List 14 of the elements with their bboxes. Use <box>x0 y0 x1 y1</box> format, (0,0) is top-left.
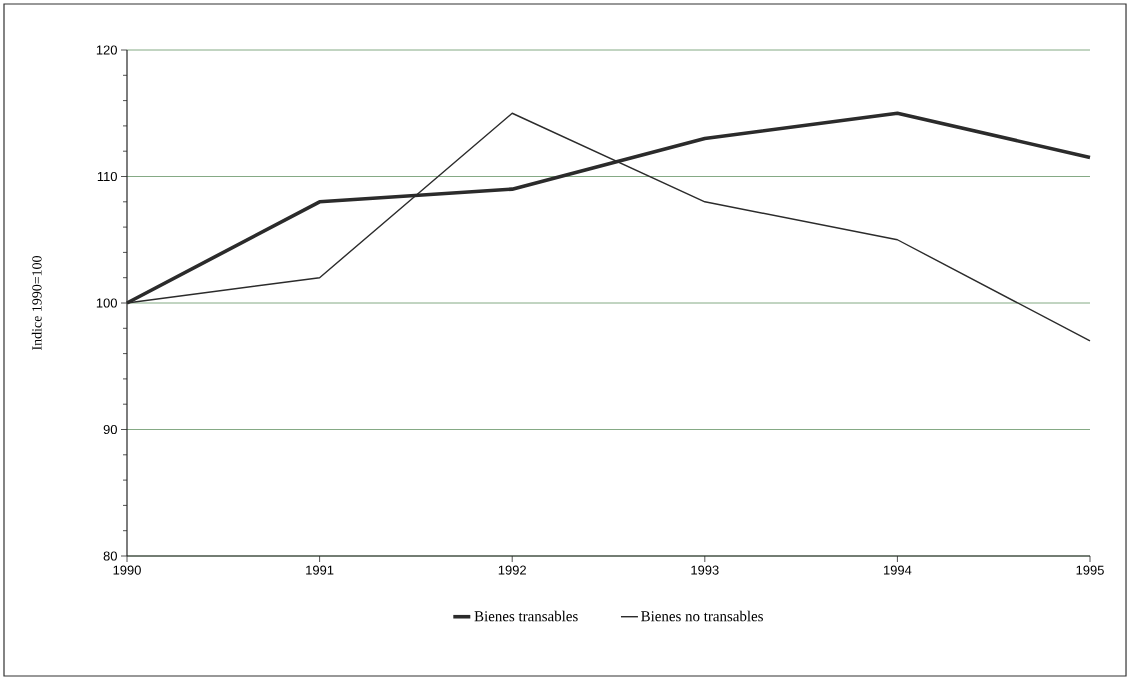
y-tick-label: 120 <box>96 45 117 55</box>
y-tick-label: 100 <box>96 298 117 308</box>
legend-label: Bienes transables <box>474 610 578 622</box>
x-tick-label: 1993 <box>691 565 719 575</box>
y-axis-title: Indice 1990=100 <box>31 256 42 351</box>
legend-label: Bienes no transables <box>641 610 763 622</box>
x-tick-label: 1991 <box>306 565 334 575</box>
y-tick-label: 90 <box>103 424 117 435</box>
x-tick-label: 1995 <box>1076 565 1104 575</box>
x-tick-label: 1992 <box>498 565 526 575</box>
x-tick-label: 1994 <box>883 565 912 575</box>
y-tick-label: 110 <box>97 171 117 182</box>
x-tick-label: 1990 <box>113 565 141 575</box>
y-tick-label: 80 <box>103 551 117 561</box>
